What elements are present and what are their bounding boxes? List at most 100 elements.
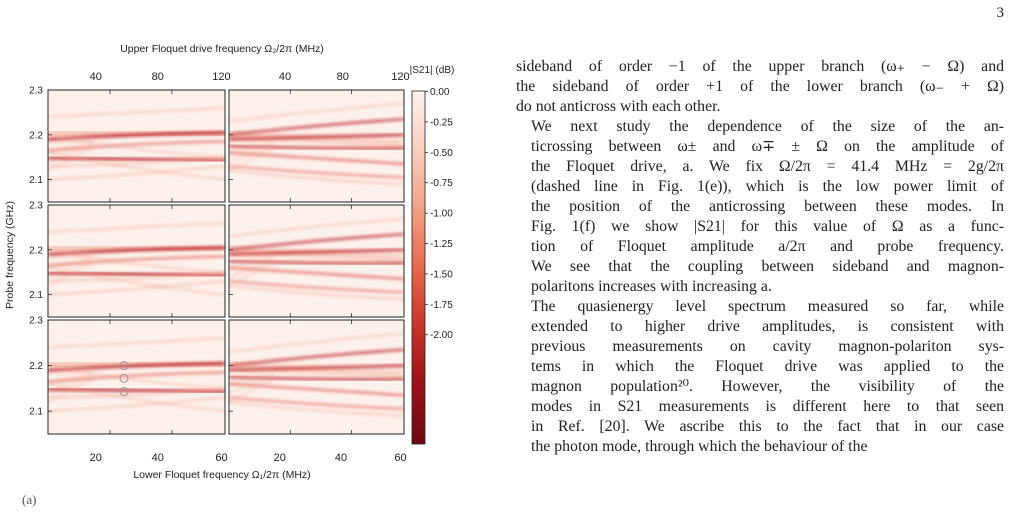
sideband-streak: [229, 141, 275, 145]
panel-frame: [47, 319, 226, 435]
spectral-band: [229, 376, 404, 381]
spectral-band: [229, 170, 404, 185]
spectral-band: [48, 267, 225, 296]
spectral-band: [48, 396, 225, 412]
sideband-streak: [48, 141, 94, 145]
sideband-streak: [229, 260, 275, 278]
sideband-streak: [48, 378, 94, 403]
colorbar-tick-label: -0.50: [430, 148, 453, 159]
spectrum-panels: [47, 89, 405, 435]
text-line: sideband of order −1 of the upper branch…: [516, 58, 1004, 75]
sideband-streak: [48, 147, 94, 172]
spectral-band: [48, 249, 225, 273]
panel-r2-c1: [47, 204, 226, 318]
text-line: Fig. 1(f) we show |S21| for this value o…: [531, 218, 1004, 235]
y-tick-label: 2.3: [29, 86, 43, 97]
spectral-band: [48, 165, 225, 181]
sideband-streak: [48, 260, 94, 278]
text-line: the Floquet drive, a. We fix Ω/2π = 41.4…: [531, 158, 1004, 175]
spectral-band: [229, 133, 404, 141]
panel-frame: [228, 89, 405, 203]
paragraph-3: The quasienergy level spectrum measured …: [516, 297, 1004, 457]
figure-caption-fragment: (a): [22, 492, 37, 507]
bottom-tick-label: 40: [152, 452, 164, 464]
top-tick-label: 120: [212, 71, 230, 83]
sideband-streak: [229, 378, 275, 403]
text-line: the sideband of order +1 of the lower br…: [516, 78, 1004, 95]
spectral-band: [229, 280, 404, 294]
panel-frame: [47, 89, 226, 203]
sideband-streak: [229, 249, 275, 255]
sideband-streak: [229, 256, 275, 260]
spectral-band: [229, 132, 404, 147]
y-tick-label: 2.1: [29, 290, 43, 301]
colorbar-tick-label: -0.75: [430, 178, 453, 189]
spectral-band: [48, 280, 225, 296]
sideband-streak: [229, 147, 275, 172]
spectral-band: [229, 348, 404, 367]
spectral-band: [48, 222, 225, 233]
sideband-streak: [229, 258, 275, 269]
panel-background: [48, 90, 225, 202]
colorbar-tick-label: -1.75: [430, 300, 453, 311]
sideband-streak: [229, 376, 275, 394]
text-line: The quasienergy level spectrum measured …: [531, 298, 1004, 315]
top-tick-label: 120: [391, 71, 409, 83]
colorbar-tick-label: -1.00: [430, 209, 453, 220]
sideband-streak: [48, 262, 94, 287]
y-tick-label: 2.2: [29, 245, 43, 256]
colorbar: 0.00 -0.25 -0.50 -0.75 -1.00 -1.25 -1.50 -1.75 -…: [411, 87, 453, 445]
spectral-band: [48, 337, 225, 348]
spectral-band: [48, 131, 225, 141]
colorbar-tick-label: -2.00: [430, 330, 453, 341]
colorbar-tick-label: 0.00: [430, 87, 450, 98]
colorbar-tick-label: -0.25: [430, 117, 453, 128]
anticrossing-marker: [119, 373, 129, 383]
bottom-tick-label: 40: [335, 452, 347, 464]
text-line: tems in which the Floquet drive was appl…: [531, 358, 1004, 375]
anticrossing-marker: [119, 387, 129, 397]
colorbar-scale: [411, 90, 426, 445]
panel-frame: [47, 204, 226, 318]
spectral-band: [229, 247, 404, 262]
panel-frame: [228, 204, 405, 318]
sideband-streak: [229, 145, 275, 163]
panel-background: [48, 205, 225, 317]
spectral-band: [229, 333, 404, 353]
text-line: ticrossing between ω± and ω∓ ± Ω on the …: [531, 138, 1004, 155]
spectral-band: [48, 156, 225, 162]
spectrum-figure-svg: Upper Floquet drive frequency Ω₂/2π (MHz…: [4, 43, 454, 481]
text-line: magnon population²⁰. However, the visibi…: [531, 378, 1004, 395]
spectral-band: [48, 383, 225, 412]
text-line: the photon mode, through which the behav…: [531, 438, 868, 455]
spectral-band: [48, 134, 225, 158]
panel-r2-c2: [228, 204, 405, 318]
text-line: do not anticross with each other.: [516, 98, 721, 115]
page-number: 3: [996, 5, 1005, 21]
axis-ticks: 2.3 2.2 2.1 2.3 2.2 2.1 2.3 2.2 2.1 40 80 120 40 80 12…: [29, 71, 410, 464]
y-tick-label: 2.3: [29, 201, 43, 212]
panel-background: [48, 320, 225, 434]
sideband-streak: [48, 256, 94, 260]
top-tick-label: 80: [337, 71, 349, 83]
sideband-streak: [229, 371, 275, 376]
sideband-streak: [48, 134, 94, 140]
spectral-band: [48, 271, 225, 282]
panel-frame: [228, 319, 405, 435]
bottom-tick-label: 60: [215, 452, 227, 464]
text-line: the position of the anticrossing between…: [531, 198, 1004, 215]
y-tick-label: 2.1: [29, 175, 43, 186]
text-line: previous measurements on cavity magnon-p…: [531, 338, 1004, 355]
y-tick-label: 2.2: [29, 361, 43, 372]
sideband-streak: [48, 365, 94, 371]
sideband-streak: [229, 134, 275, 140]
text-line: modes in S21 measurements is different h…: [531, 398, 1004, 415]
y-axis-label: Probe frequency (GHz): [4, 201, 16, 309]
spectral-band: [229, 401, 404, 417]
spectral-band: [229, 145, 404, 150]
spectral-band: [48, 362, 225, 372]
text-line: (dashed line in Fig. 1(e)), which is the…: [531, 178, 1004, 195]
bottom-tick-label: 20: [90, 452, 102, 464]
spectral-band: [229, 260, 404, 265]
bottom-tick-label: 20: [274, 452, 286, 464]
